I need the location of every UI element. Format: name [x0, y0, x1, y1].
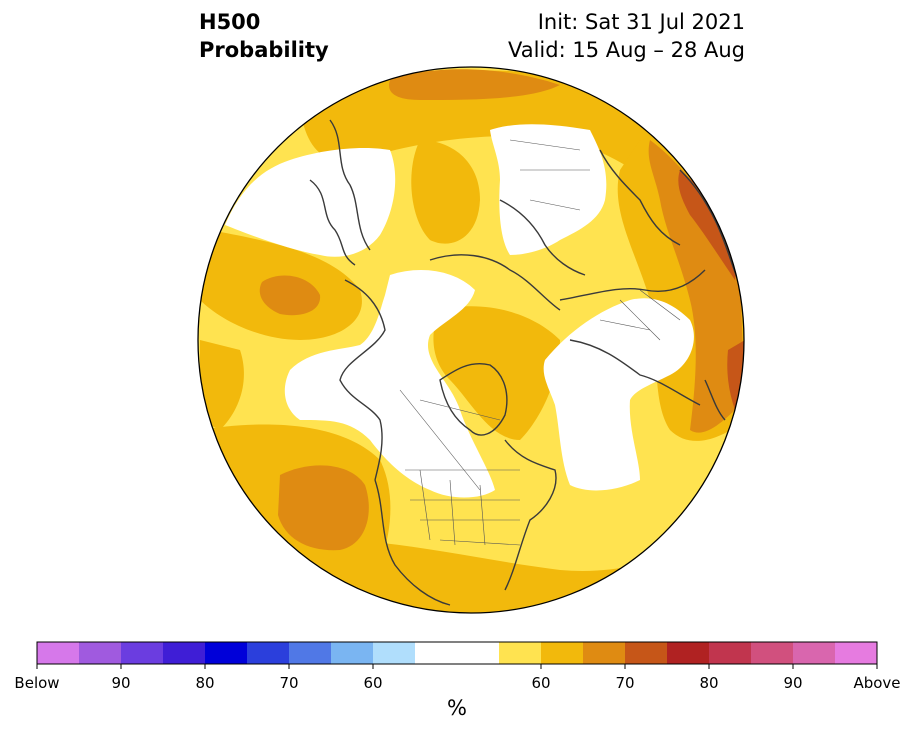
fill-65-70-southwest: [278, 465, 369, 551]
colorbar-tick-label: Below: [14, 674, 60, 692]
fill-60-65-arctic: [411, 140, 480, 244]
colorbar-cell: [37, 642, 79, 664]
globe-boundary: [197, 66, 745, 614]
fill-70-75-northeast: [678, 170, 738, 280]
colorbar-cell: [541, 642, 583, 664]
borders-europe: [599, 289, 681, 341]
probability-map: [197, 66, 745, 614]
coastline-east-coast: [504, 439, 557, 591]
coastline-greenland: [499, 199, 586, 276]
colorbar-cell: [499, 642, 541, 664]
coastline-kamchatka: [309, 179, 356, 266]
colorbar-cell: [793, 642, 835, 664]
colorbar-cell: [709, 642, 751, 664]
colorbar-tick-label: Above: [853, 674, 901, 692]
colorbar-cell: [625, 642, 667, 664]
colorbar-cell: [205, 642, 247, 664]
chart-title-right: Init: Sat 31 Jul 2021 Valid: 15 Aug – 28…: [508, 8, 745, 64]
colorbar-frame: [36, 641, 878, 665]
neutral-europe: [543, 298, 694, 491]
borders-us-states: [419, 469, 486, 546]
colorbar-cell: [415, 642, 499, 664]
colorbar-tick-label: 70: [615, 674, 635, 692]
colorbar-cell: [667, 642, 709, 664]
coastline-scandinavia: [559, 269, 706, 301]
fill-65-70-north: [389, 69, 560, 100]
chart-title-left: H500 Probability: [199, 8, 329, 64]
product-label: Probability: [199, 38, 329, 62]
coastline-russia-north: [599, 149, 681, 246]
colorbar-cell: [289, 642, 331, 664]
coastline-arctic-islands: [429, 254, 561, 311]
colorbar-tick-label: 70: [279, 674, 299, 692]
borders-north-america: [399, 389, 521, 546]
neutral-arctic: [490, 124, 607, 255]
colorbar-cell: [751, 642, 793, 664]
colorbar-tick-label: 90: [111, 674, 131, 692]
coastline-west-coast: [374, 479, 451, 606]
colorbar-unit-label: %: [447, 696, 467, 720]
colorbar-tick-label: 90: [783, 674, 803, 692]
colorbar-cell: [331, 642, 373, 664]
colorbar-cell: [835, 642, 877, 664]
coastline-alaska: [339, 279, 386, 481]
colorbar-cell: [121, 642, 163, 664]
fill-60-65-west-edge: [200, 340, 244, 430]
colorbar-tick-label: 80: [699, 674, 719, 692]
fill-65-70-east: [648, 140, 744, 433]
coastline-siberia: [329, 119, 371, 251]
coastline-east-asia: [679, 169, 739, 281]
variable-label: H500: [199, 10, 261, 34]
fill-60-65-hudson: [433, 306, 560, 440]
political-borders: [399, 139, 681, 546]
colorbar-cell: [247, 642, 289, 664]
colorbar-cell: [79, 642, 121, 664]
fill-65-70-pacific: [259, 275, 321, 316]
borders-eurasia: [509, 139, 590, 211]
neutral-pacific: [225, 148, 396, 257]
colorbar-tick-label: 60: [531, 674, 551, 692]
coastlines: [309, 119, 739, 606]
colorbar: [36, 641, 878, 669]
coastline-hudson-bay: [439, 363, 508, 436]
colorbar-ticks: [36, 664, 878, 669]
colorbar-cell: [163, 642, 205, 664]
valid-period-label: Valid: 15 Aug – 28 Aug: [507, 38, 745, 62]
probability-fill: [198, 67, 744, 613]
init-date-label: Init: Sat 31 Jul 2021: [537, 10, 745, 34]
colorbar-cells: [37, 642, 877, 664]
coastline-europe: [569, 339, 701, 406]
colorbar-cell: [373, 642, 415, 664]
colorbar-tick-label: 80: [195, 674, 215, 692]
neutral-north-america: [284, 270, 495, 498]
coastline-mediterranean: [704, 379, 726, 421]
colorbar-cell: [583, 642, 625, 664]
colorbar-tick-label: 60: [363, 674, 383, 692]
